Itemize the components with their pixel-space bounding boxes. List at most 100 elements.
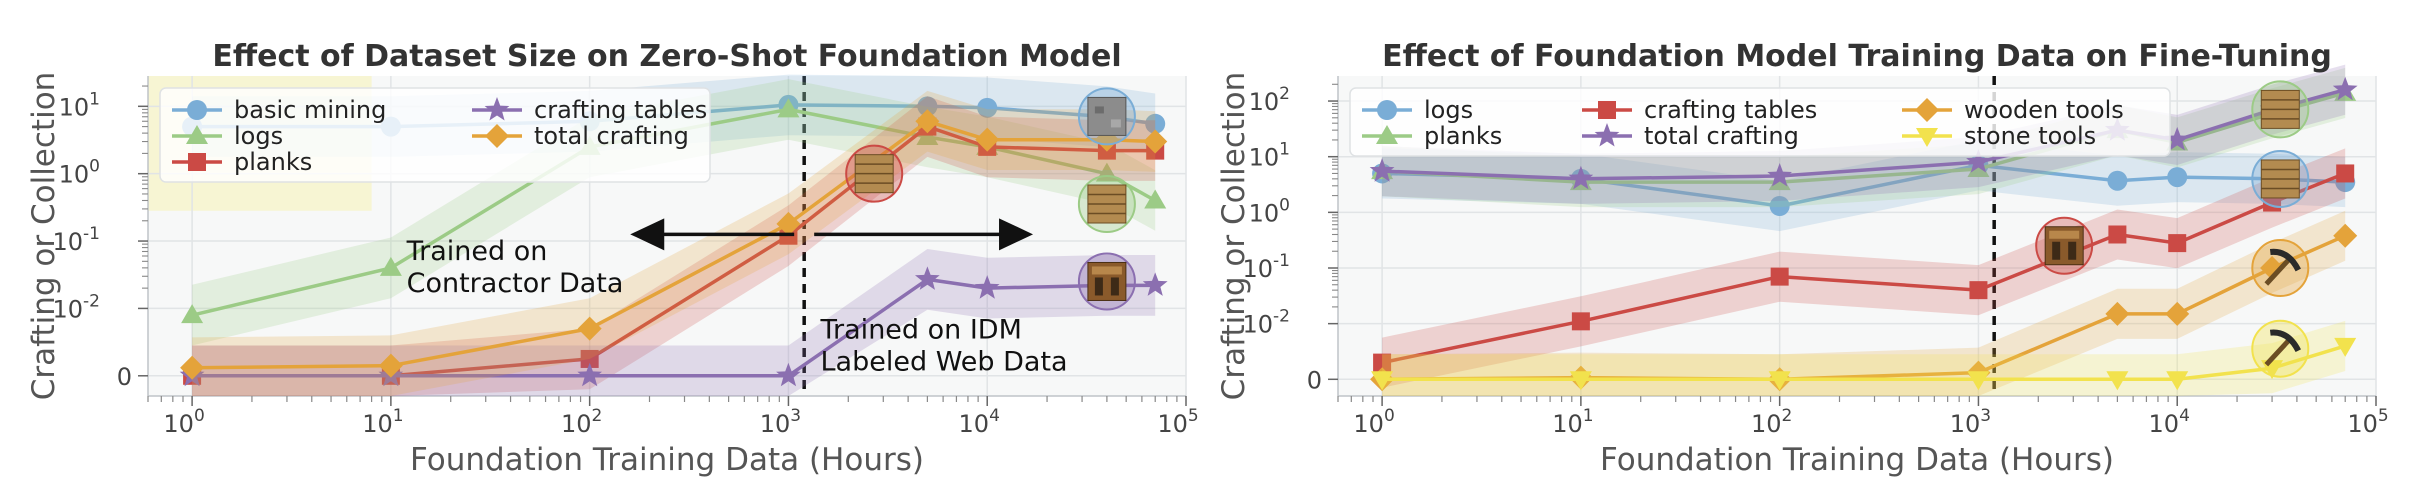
confidence-band (1382, 64, 2346, 204)
data-point (1371, 371, 1394, 391)
series-line (191, 107, 1157, 317)
x-tick-label: 100 (163, 406, 204, 438)
legend-marker (187, 100, 207, 120)
series-stone-tools (1371, 320, 2357, 396)
confidence-band (192, 79, 1156, 346)
data-point (1568, 165, 1594, 190)
x-tick-label: 103 (760, 406, 801, 438)
data-point (378, 353, 403, 378)
series-line (1382, 344, 2346, 382)
x-axis-label: Foundation Training Data (Hours) (1600, 442, 2114, 478)
planks-icon (2251, 80, 2310, 139)
data-point (1569, 371, 1592, 391)
data-point (776, 362, 801, 387)
annotations: Trained on Contractor Data Trained on IDM L… (406, 218, 1068, 378)
annotation-contractor-data: Trained on Contractor Data (406, 236, 624, 299)
x-tick-label: 102 (561, 406, 602, 438)
y-tick-label: 0 (117, 363, 132, 391)
y-tick-label: 101 (59, 89, 100, 121)
x-tick-label: 104 (2149, 406, 2190, 438)
data-point (1966, 149, 1991, 173)
legend-label: wooden tools (1964, 96, 2124, 124)
x-axis-label: Foundation Training Data (Hours) (410, 442, 924, 478)
y-tick-label: 100 (59, 157, 100, 189)
data-point (915, 109, 940, 134)
legend-label: logs (1424, 96, 1473, 124)
data-point (2107, 170, 2128, 191)
data-point (1969, 281, 1988, 300)
legend-label: total crafting (534, 122, 689, 150)
data-point (974, 275, 1000, 299)
data-point (2334, 337, 2357, 357)
data-point (1373, 353, 1392, 372)
x-tick-label: 105 (1157, 406, 1198, 438)
wooden-pickaxe-icon (2251, 239, 2310, 297)
x-tick-label: 100 (1353, 406, 1394, 438)
data-point (2166, 371, 2189, 391)
data-point (2167, 167, 2188, 188)
legend-marker (1916, 128, 1938, 147)
x-tick-label: 105 (2347, 406, 2388, 438)
data-point (1144, 189, 1167, 209)
legend-label: logs (234, 122, 283, 150)
legend-label: total crafting (1644, 122, 1799, 150)
data-point (180, 355, 205, 380)
x-tick-label: 101 (1552, 406, 1593, 438)
stone-icon (1077, 87, 1136, 146)
data-point (577, 362, 602, 387)
y-tick-label: 101 (1249, 140, 1290, 172)
confidence-band (1382, 320, 2346, 396)
legend-label: crafting tables (1644, 96, 1817, 124)
legend-item: planks (1362, 122, 1502, 150)
legend-marker (1377, 100, 1397, 120)
legend-marker (484, 97, 510, 121)
y-axis-label: Crafting or Collection (26, 72, 62, 401)
x-tick-label: 104 (959, 406, 1000, 438)
data-point (1369, 158, 1395, 182)
data-point (1142, 272, 1168, 296)
data-point (2168, 234, 2187, 253)
data-point (777, 98, 800, 118)
crafting-table-icon (1077, 252, 1136, 311)
legend-marker (1594, 123, 1620, 147)
left-arrow-head (630, 218, 665, 251)
x-tick-label: 103 (1950, 406, 1991, 438)
item-icons (2035, 80, 2310, 378)
data-point (2332, 76, 2358, 101)
data-point (580, 349, 599, 368)
data-point (1143, 129, 1168, 154)
legend-marker (1915, 98, 1939, 122)
legend-box (1349, 87, 2171, 157)
data-point (1768, 371, 1791, 391)
data-point (1967, 158, 1990, 178)
x-tick-label: 101 (362, 406, 403, 438)
confidence-band (1382, 148, 2346, 388)
legend-item: basic mining (172, 96, 386, 124)
y-tick-label: 10-2 (1243, 307, 1291, 339)
legend-label: planks (234, 148, 312, 176)
y-tick-label: 0 (1307, 366, 1322, 394)
data-point (975, 127, 1000, 152)
legend-box (159, 87, 711, 183)
legend-label: basic mining (234, 96, 386, 124)
legend-marker (188, 153, 206, 171)
right-chart-panel: 100 101 102 103 104 105 0 10-2 10-1 100 101 102 Effe… (1216, 39, 2389, 478)
y-tick-label: 100 (1249, 195, 1290, 227)
crafting-table-icon (2035, 216, 2094, 275)
legend-item: total crafting (472, 122, 689, 150)
planks-icon (845, 144, 904, 203)
data-point (2106, 371, 2129, 391)
legend-marker (1376, 125, 1398, 144)
data-point (577, 316, 602, 341)
legend-item: stone tools (1902, 122, 2096, 150)
data-point (2164, 126, 2190, 151)
planks-icon (2251, 149, 2310, 208)
legend-label: crafting tables (534, 96, 707, 124)
legend-label: stone tools (1964, 122, 2096, 150)
data-point (2333, 223, 2358, 248)
data-point (2165, 301, 2190, 326)
legend-item: logs (172, 122, 283, 150)
data-point (379, 256, 402, 276)
